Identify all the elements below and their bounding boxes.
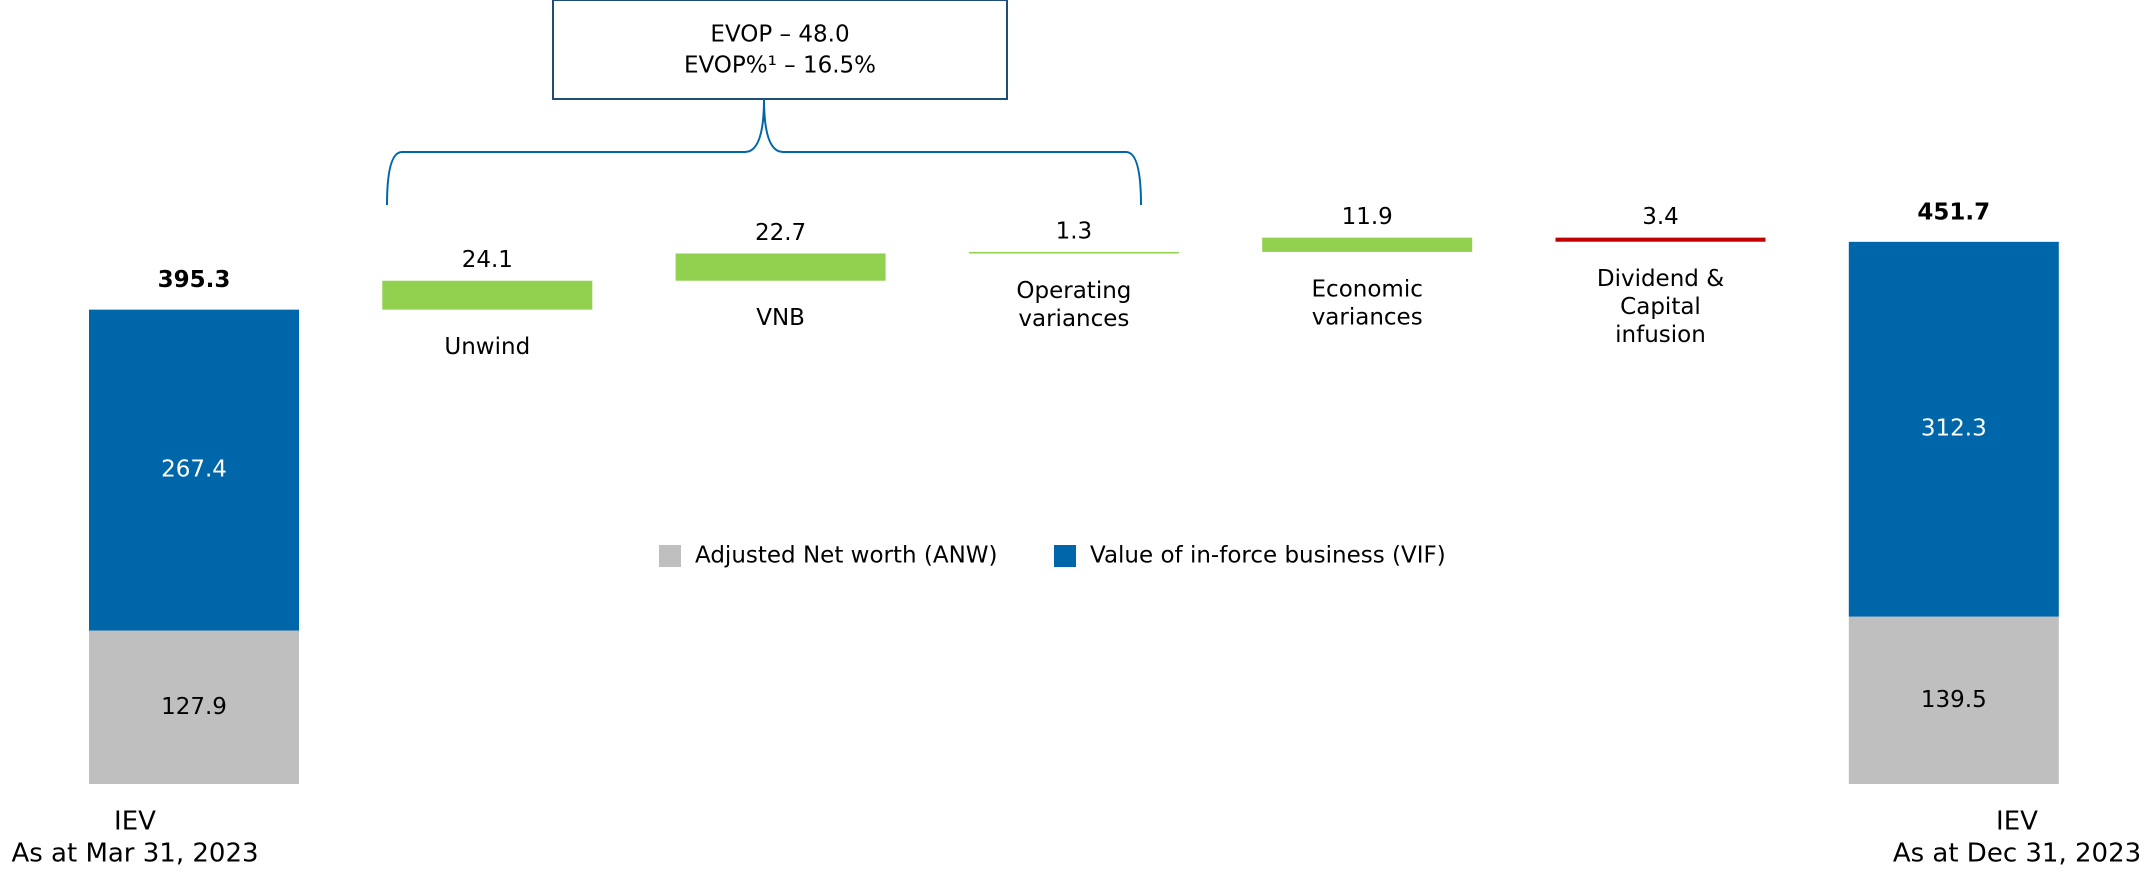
annotation: EVOP – 48.0 <box>710 22 849 48</box>
annotation-box <box>552 0 1008 100</box>
category-label: VNB <box>756 305 805 331</box>
change-bar <box>382 280 593 310</box>
change-bar <box>1262 237 1473 252</box>
value-label: 3.4 <box>1642 204 1679 230</box>
category-label: As at Dec 31, 2023 <box>1893 839 2141 869</box>
total-label: 451.7 <box>1917 199 1990 225</box>
segment-label: 267.4 <box>161 457 227 483</box>
category-label: As at Mar 31, 2023 <box>11 839 258 869</box>
segment-label: 312.3 <box>1921 416 1987 442</box>
category-label: Economic <box>1312 276 1423 302</box>
segment-label: 139.5 <box>1921 687 1987 713</box>
change-bar <box>968 251 1179 254</box>
stack-segment <box>1848 241 2059 617</box>
value-label: 24.1 <box>462 247 513 273</box>
category-label: IEV <box>114 807 156 837</box>
stack-segment <box>89 630 299 784</box>
change-bar <box>675 253 886 281</box>
stack-segment <box>1848 616 2059 784</box>
total-label: 395.3 <box>158 267 231 293</box>
legend-label: Adjusted Net worth (ANW) <box>695 543 998 569</box>
category-label: IEV <box>1996 807 2038 837</box>
category-label: variances <box>1018 306 1129 332</box>
value-label: 22.7 <box>755 220 806 246</box>
category-label: variances <box>1312 304 1423 330</box>
category-label: Operating <box>1016 278 1131 304</box>
category-label: infusion <box>1615 322 1706 348</box>
category-label: Unwind <box>444 334 530 360</box>
annotation: EVOP%¹ – 16.5% <box>684 53 876 79</box>
change-bar <box>1555 237 1766 242</box>
value-label: 11.9 <box>1342 204 1393 230</box>
category-label: Dividend & <box>1597 266 1724 292</box>
value-label: 1.3 <box>1056 218 1093 244</box>
category-label: Capital <box>1620 294 1701 320</box>
segment-label: 127.9 <box>161 694 227 720</box>
legend-label: Value of in-force business (VIF) <box>1090 543 1446 569</box>
legend-swatch <box>659 545 681 567</box>
legend-swatch <box>1054 545 1076 567</box>
stack-segment <box>89 309 299 631</box>
brace <box>386 98 1142 206</box>
